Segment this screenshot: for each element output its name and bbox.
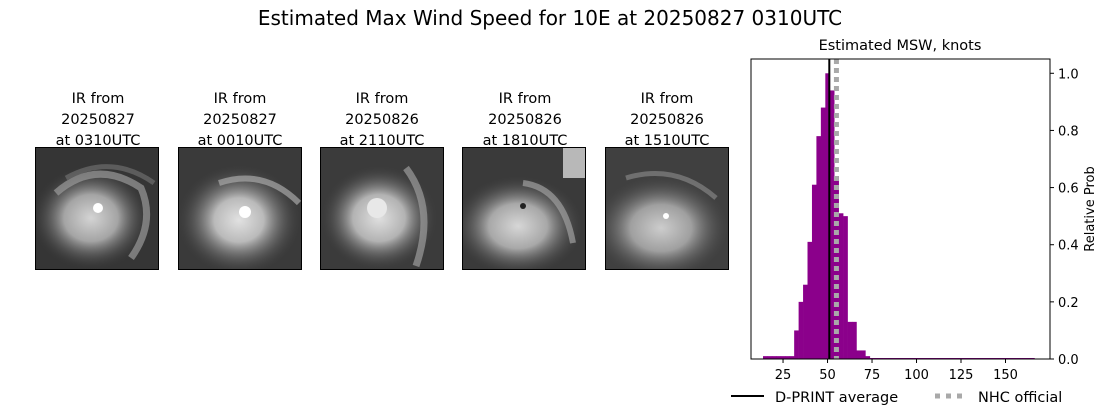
histogram-bar-20 <box>852 321 857 359</box>
histogram-bar-13 <box>820 107 826 359</box>
histogram-bar-23 <box>865 356 871 359</box>
histogram-bar-4 <box>780 356 786 359</box>
y-tick-label-4: 0.8 <box>1058 124 1079 139</box>
x-tick-label-4: 125 <box>949 368 974 383</box>
x-tick-label-5: 150 <box>993 368 1018 383</box>
figure-title: Estimated Max Wind Speed for 10E at 2025… <box>257 6 843 30</box>
histogram-bar-3 <box>776 356 782 359</box>
histogram-bar-22 <box>860 350 866 359</box>
histogram-bar-7 <box>794 330 799 359</box>
y-tick-label-1: 0.2 <box>1058 296 1079 311</box>
histogram-bar-14 <box>825 73 831 359</box>
x-tick-label-1: 50 <box>819 368 836 383</box>
histogram-bar-11 <box>811 184 817 359</box>
ir-panel-title-5: IR from 20250826 at 1510UTC <box>624 91 710 149</box>
y-axis-title: Relative Prob <box>1083 166 1098 251</box>
ir-panel-title-1: IR from 20250827 at 0310UTC <box>55 91 141 149</box>
y-tick-label-0: 0.0 <box>1058 353 1079 368</box>
histogram-bar-10 <box>807 241 813 359</box>
ir-panel-title-4: IR from 20250826 at 1810UTC <box>482 91 568 149</box>
histogram-bar-9 <box>803 284 808 359</box>
plot-frame <box>750 58 1051 360</box>
y-tick-label-3: 0.6 <box>1058 182 1079 197</box>
histogram-bar-6 <box>789 356 795 359</box>
ir-image-1 <box>35 147 159 270</box>
ir-panel-title-3: IR from 20250826 at 2110UTC <box>339 91 425 149</box>
histogram-bar-12 <box>816 136 822 359</box>
histogram-bar-8 <box>798 301 804 359</box>
reference-lines <box>828 59 839 359</box>
histogram-bar-17 <box>838 213 844 359</box>
histogram-bar-1 <box>767 356 773 359</box>
histogram-bar-15 <box>829 90 835 360</box>
ir-image-4 <box>462 147 586 270</box>
histogram-bar-0 <box>763 356 768 359</box>
histogram-bar-18 <box>843 216 848 359</box>
legend-label-nhc: NHC official <box>978 390 1062 406</box>
ir-panel-title-2: IR from 20250827 at 0010UTC <box>197 91 283 149</box>
x-tick-label-3: 100 <box>904 368 929 383</box>
histogram-bar-19 <box>847 321 853 359</box>
y-tick-label-2: 0.4 <box>1058 239 1079 254</box>
chart-title: Estimated MSW, knots <box>819 38 982 54</box>
x-tick-label-2: 75 <box>864 368 881 383</box>
histogram-bar-5 <box>785 356 791 359</box>
ir-image-5 <box>605 147 729 270</box>
legend-label-dprint: D-PRINT average <box>775 390 898 406</box>
histogram-bar-2 <box>771 356 777 359</box>
ir-image-2 <box>178 147 302 270</box>
y-axis-ticks: 0.0 0.2 0.4 0.6 0.8 1.0 <box>1050 67 1079 368</box>
ir-image-3 <box>320 147 444 270</box>
x-axis-ticks: 25 50 75 100 125 150 <box>775 359 1018 383</box>
histogram-bars <box>763 73 1035 360</box>
x-tick-label-0: 25 <box>775 368 792 383</box>
y-tick-label-5: 1.0 <box>1058 67 1079 82</box>
histogram-bar-21 <box>856 350 862 359</box>
